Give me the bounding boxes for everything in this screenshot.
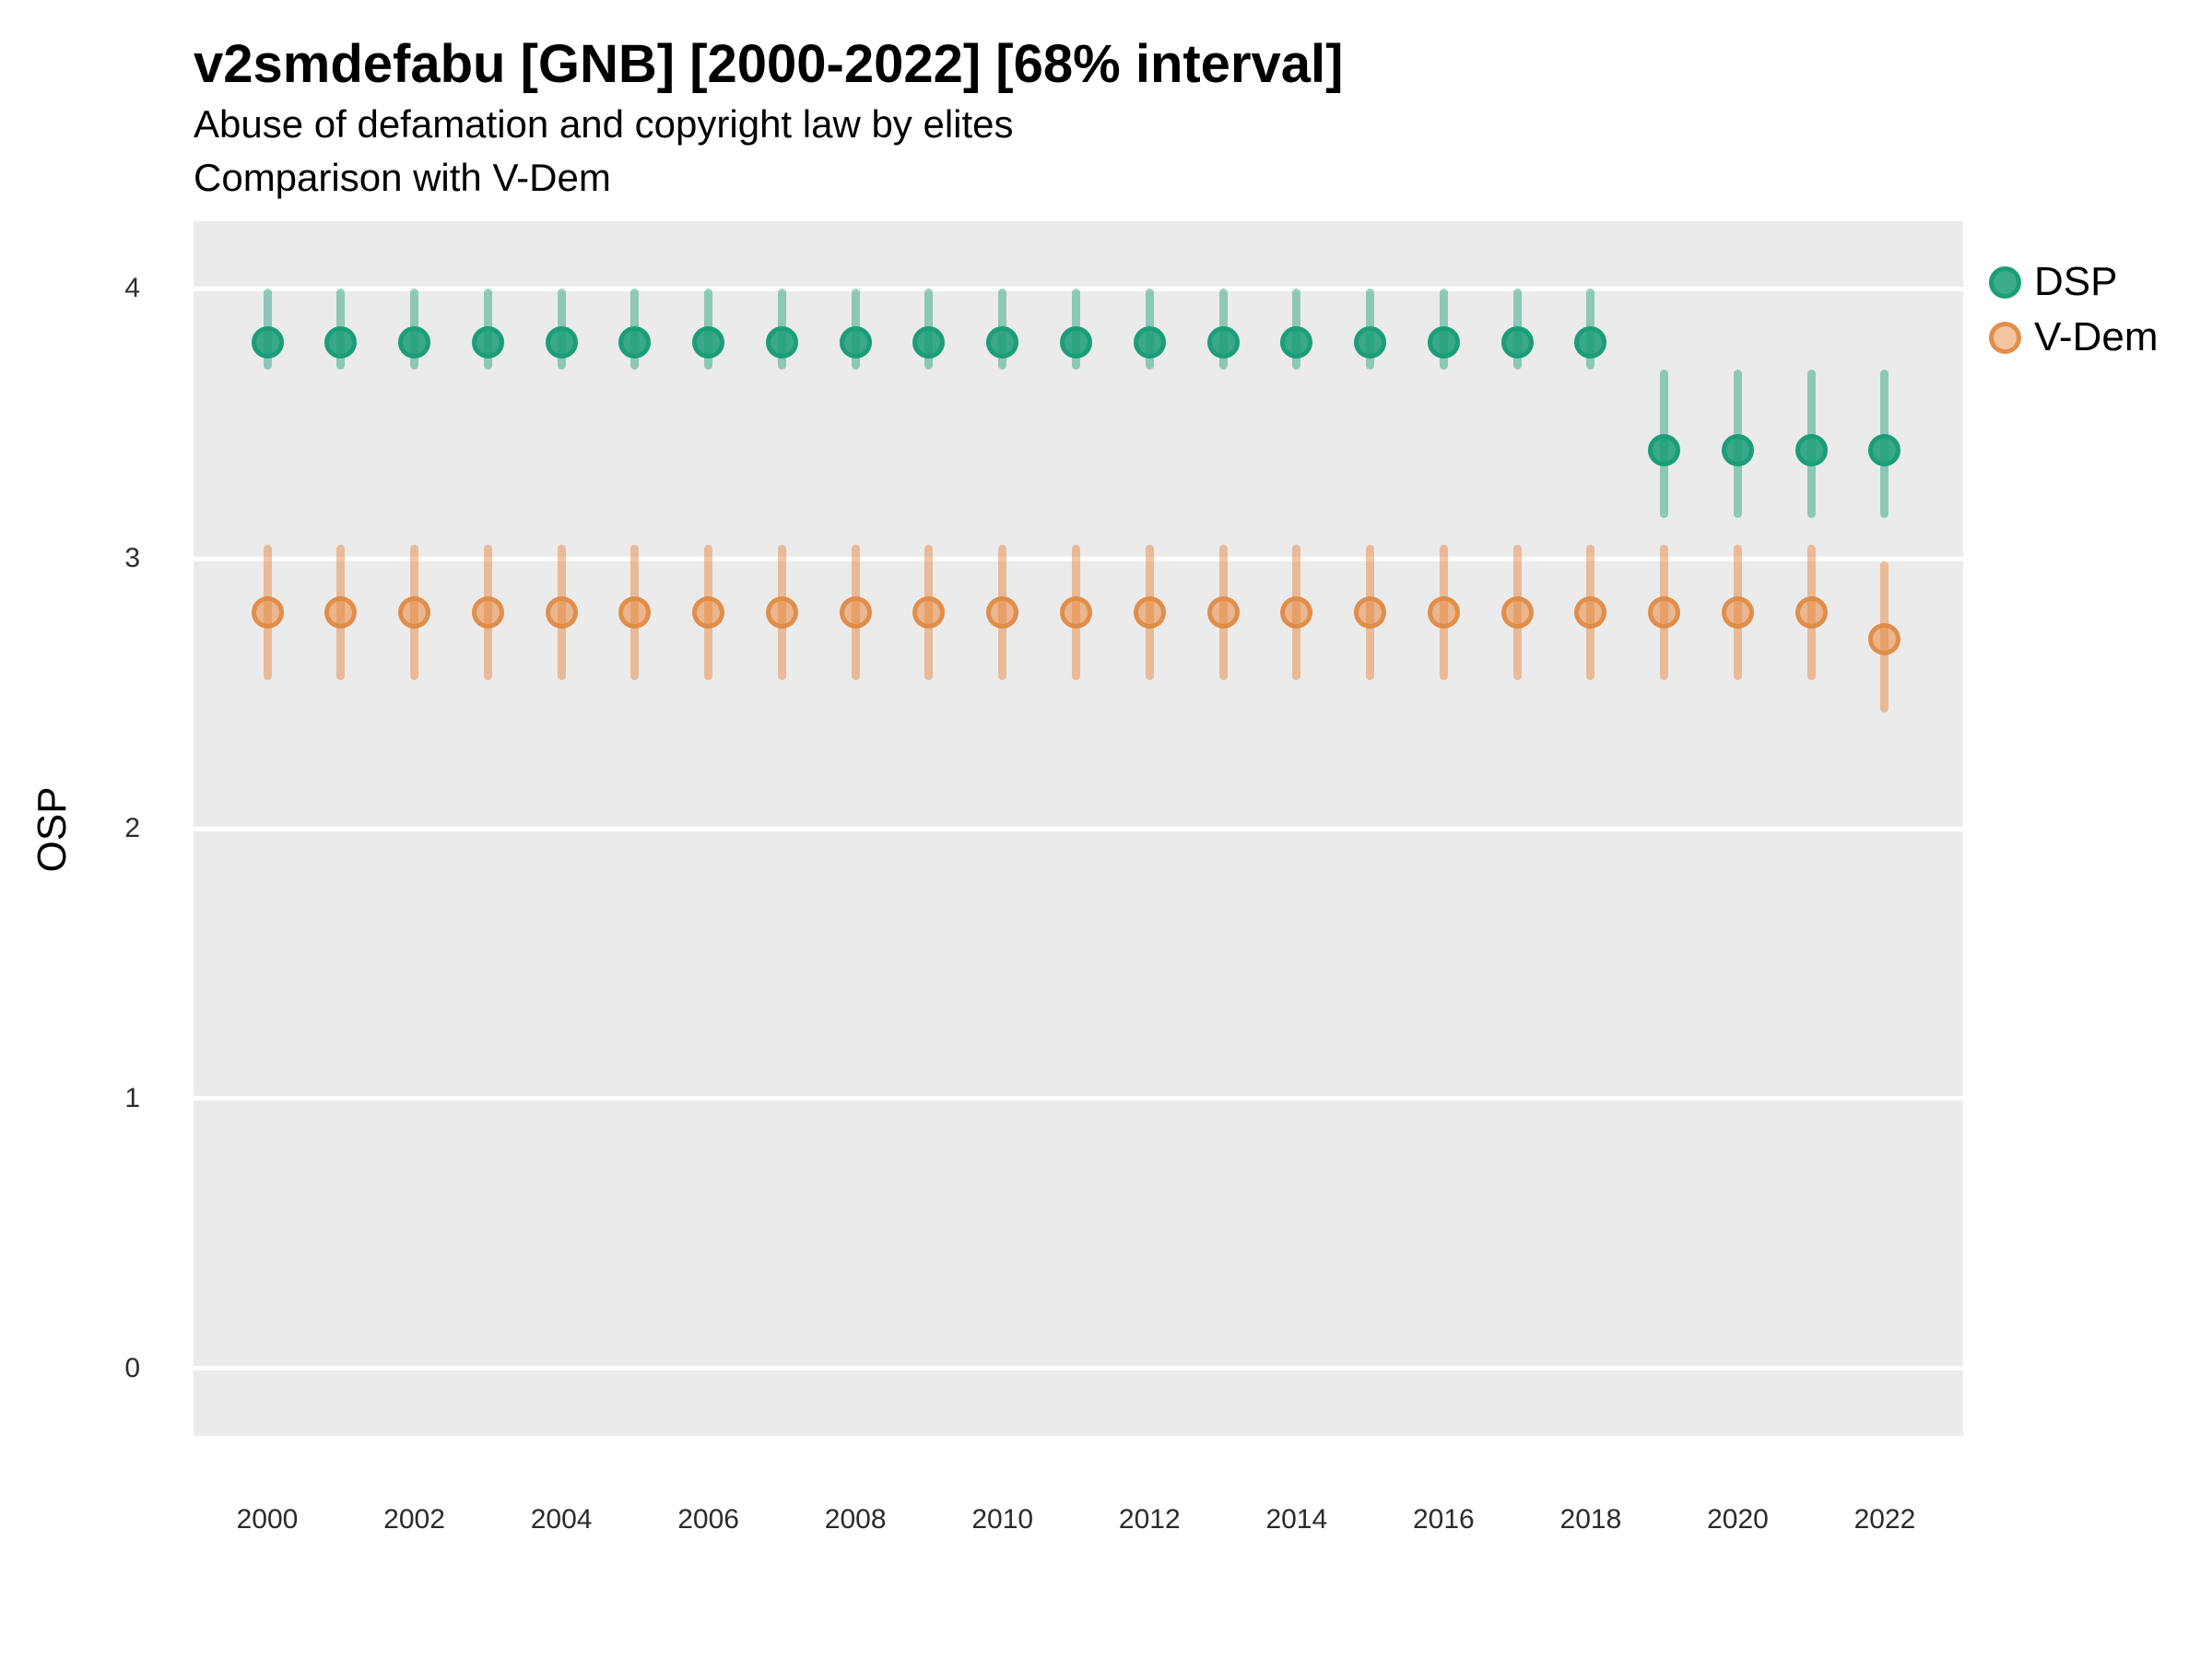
point-dsp-2008	[839, 326, 872, 359]
y-tick-label-4: 4	[124, 273, 140, 304]
chart-subtitle-line1: Abuse of defamation and copyright law by…	[194, 102, 1014, 146]
point-v-dem-2010	[986, 596, 1019, 629]
y-axis-title: OSP	[29, 786, 75, 873]
point-dsp-2013	[1206, 326, 1240, 359]
point-v-dem-2021	[1794, 596, 1828, 629]
point-v-dem-2019	[1648, 596, 1681, 629]
point-v-dem-2018	[1574, 596, 1607, 629]
x-tick-label-2010: 2010	[971, 1504, 1034, 1535]
point-v-dem-2005	[618, 596, 652, 629]
y-tick-label-0: 0	[124, 1352, 140, 1383]
point-v-dem-2017	[1500, 596, 1534, 629]
chart-subtitle-line2: Comparison with V-Dem	[194, 156, 611, 199]
legend-item-dsp: DSP	[1989, 254, 2158, 310]
point-dsp-2003	[471, 326, 504, 359]
point-dsp-2021	[1794, 434, 1828, 467]
legend-label-vdem: V-Dem	[2034, 314, 2159, 359]
legend-item-vdem: V-Dem	[1989, 310, 2158, 365]
gridline-y-1	[194, 1096, 1963, 1101]
point-v-dem-2009	[912, 596, 946, 629]
point-dsp-2012	[1133, 326, 1166, 359]
dsp-legend-dot-icon	[1989, 265, 2021, 299]
point-v-dem-2008	[839, 596, 872, 629]
point-dsp-2018	[1574, 326, 1607, 359]
point-dsp-2007	[765, 326, 798, 359]
point-v-dem-2000	[251, 596, 284, 629]
point-v-dem-2014	[1280, 596, 1313, 629]
point-dsp-2016	[1427, 326, 1460, 359]
x-tick-label-2000: 2000	[236, 1504, 299, 1535]
gridline-y-4	[194, 286, 1963, 291]
x-tick-label-2008: 2008	[824, 1504, 887, 1535]
point-dsp-2005	[618, 326, 652, 359]
point-dsp-2015	[1354, 326, 1387, 359]
point-dsp-2000	[251, 326, 284, 359]
point-v-dem-2015	[1354, 596, 1387, 629]
chart-subtitle: Abuse of defamation and copyright law by…	[194, 98, 1014, 205]
x-tick-label-2004: 2004	[530, 1504, 593, 1535]
point-v-dem-2022	[1868, 623, 1901, 656]
x-tick-label-2006: 2006	[677, 1504, 739, 1535]
point-v-dem-2012	[1133, 596, 1166, 629]
point-dsp-2011	[1059, 326, 1092, 359]
point-v-dem-2006	[692, 596, 725, 629]
point-dsp-2014	[1280, 326, 1313, 359]
legend-label-dsp: DSP	[2034, 259, 2118, 304]
point-v-dem-2016	[1427, 596, 1460, 629]
point-v-dem-2002	[398, 596, 431, 629]
point-v-dem-2020	[1721, 596, 1754, 629]
point-dsp-2009	[912, 326, 946, 359]
legend: DSP V-Dem	[1989, 254, 2158, 365]
point-v-dem-2001	[324, 596, 358, 629]
x-tick-label-2020: 2020	[1707, 1504, 1769, 1535]
chart-title: v2smdefabu [GNB] [2000-2022] [68% interv…	[194, 34, 1344, 94]
x-tick-label-2002: 2002	[383, 1504, 445, 1535]
point-dsp-2002	[398, 326, 431, 359]
vdem-legend-dot-icon	[1989, 321, 2021, 354]
point-v-dem-2013	[1206, 596, 1240, 629]
point-v-dem-2007	[765, 596, 798, 629]
gridline-y-0	[194, 1366, 1963, 1371]
x-tick-label-2022: 2022	[1853, 1504, 1916, 1535]
point-dsp-2020	[1721, 434, 1754, 467]
point-dsp-2004	[545, 326, 578, 359]
point-dsp-2006	[692, 326, 725, 359]
point-dsp-2019	[1648, 434, 1681, 467]
x-tick-label-2018: 2018	[1559, 1504, 1622, 1535]
point-dsp-2010	[986, 326, 1019, 359]
point-dsp-2022	[1868, 434, 1901, 467]
plot-panel	[194, 221, 1963, 1436]
y-tick-label-3: 3	[124, 543, 140, 574]
gridline-y-2	[194, 826, 1963, 831]
x-tick-label-2012: 2012	[1118, 1504, 1181, 1535]
x-tick-label-2014: 2014	[1265, 1504, 1328, 1535]
y-tick-label-2: 2	[124, 813, 140, 843]
point-v-dem-2011	[1059, 596, 1092, 629]
y-tick-label-1: 1	[124, 1082, 140, 1113]
point-dsp-2017	[1500, 326, 1534, 359]
point-v-dem-2004	[545, 596, 578, 629]
point-dsp-2001	[324, 326, 358, 359]
point-v-dem-2003	[471, 596, 504, 629]
x-tick-label-2016: 2016	[1412, 1504, 1475, 1535]
